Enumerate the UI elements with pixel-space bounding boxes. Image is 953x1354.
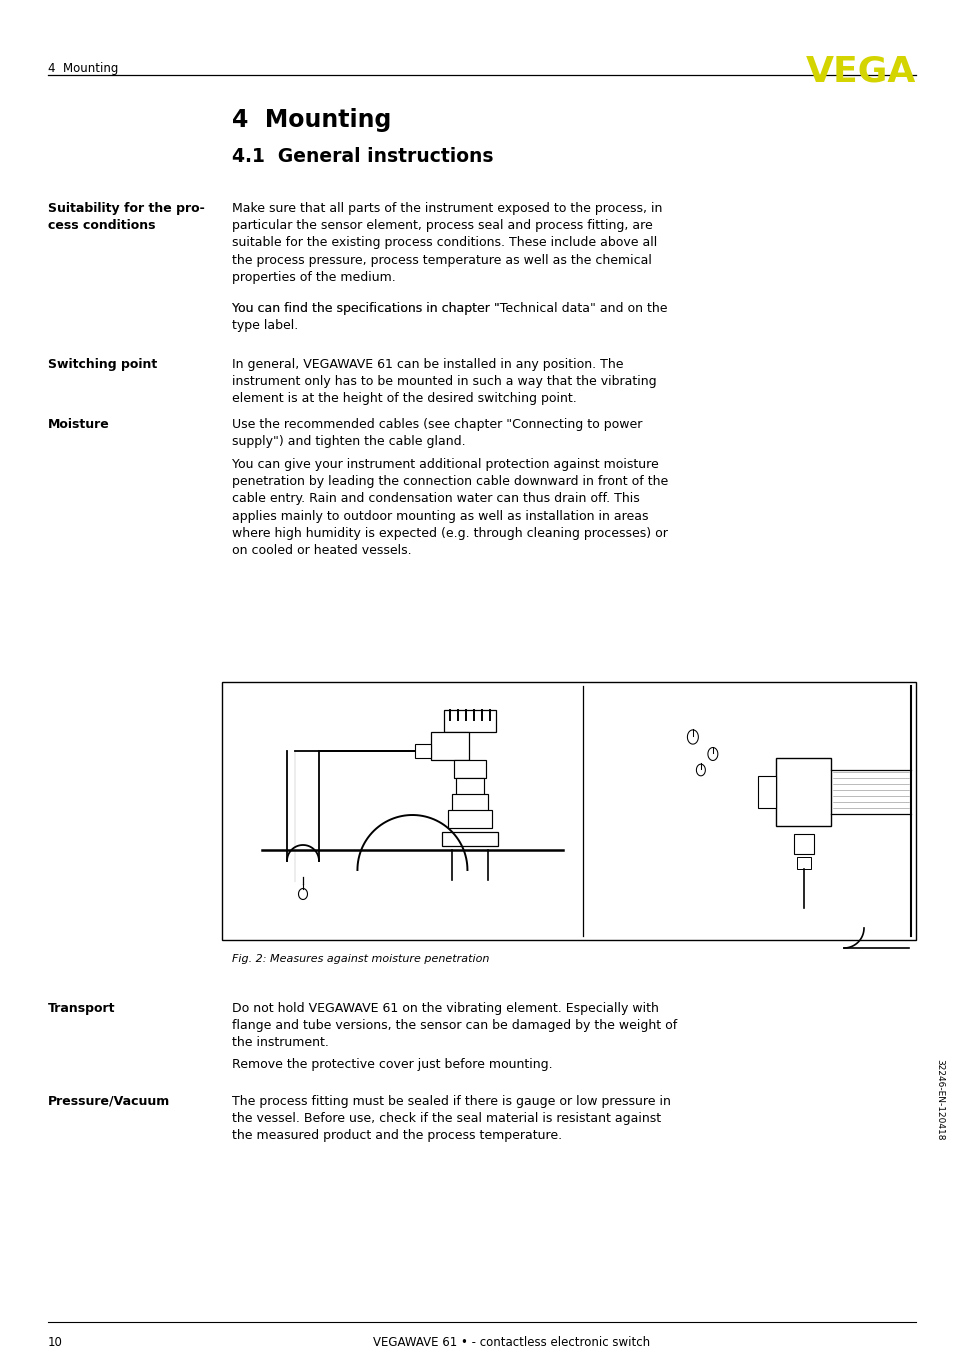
Text: 4  Mounting: 4 Mounting [232,108,391,131]
Text: 4.1  General instructions: 4.1 General instructions [232,148,493,167]
Bar [431,733,469,760]
Bar [448,810,492,829]
Text: 32246-EN-120418: 32246-EN-120418 [935,1059,943,1141]
Bar [441,831,497,846]
Text: Do not hold VEGAWAVE 61 on the vibrating element. Especially with
flange and tub: Do not hold VEGAWAVE 61 on the vibrating… [232,1002,677,1049]
Bar [443,709,496,733]
Bar [452,793,488,812]
Bar [796,857,810,869]
Text: VEGA: VEGA [804,54,915,88]
Text: You can find the specifications in chapter ": You can find the specifications in chapt… [232,302,499,315]
Text: You can give your instrument additional protection against moisture
penetration : You can give your instrument additional … [232,458,667,556]
Bar [222,682,915,940]
Bar [775,758,830,826]
Bar [456,779,483,796]
Text: You can find the specifications in chapter "​Technical data​" and on the
type la: You can find the specifications in chapt… [232,302,667,332]
Polygon shape [298,888,307,899]
Polygon shape [707,747,717,761]
Text: Switching point: Switching point [48,357,157,371]
Text: Suitability for the pro-
cess conditions: Suitability for the pro- cess conditions [48,202,205,232]
Bar [793,834,813,854]
Text: Pressure/Vacuum: Pressure/Vacuum [48,1095,170,1108]
Text: Use the recommended cables (see chapter "Connecting to power
supply") and tighte: Use the recommended cables (see chapter … [232,418,641,448]
Text: The process fitting must be sealed if there is gauge or low pressure in
the vess: The process fitting must be sealed if th… [232,1095,670,1143]
Polygon shape [696,764,704,776]
Text: Remove the protective cover just before mounting.: Remove the protective cover just before … [232,1057,552,1071]
Text: Moisture: Moisture [48,418,110,431]
Text: You can find the specifications in chapter "Technical data" and on the
type labe: You can find the specifications in chapt… [232,302,667,332]
Text: Make sure that all parts of the instrument exposed to the process, in
particular: Make sure that all parts of the instrume… [232,202,661,284]
Bar [454,760,485,779]
Bar [758,776,775,808]
Text: 10: 10 [48,1336,63,1349]
Text: Fig. 2: Measures against moisture penetration: Fig. 2: Measures against moisture penetr… [232,955,489,964]
Bar [415,743,431,758]
Polygon shape [687,730,698,745]
Text: Transport: Transport [48,1002,115,1016]
Text: 4  Mounting: 4 Mounting [48,62,118,74]
Text: VEGAWAVE 61 • - contactless electronic switch: VEGAWAVE 61 • - contactless electronic s… [373,1336,650,1349]
Text: In general, VEGAWAVE 61 can be installed in any position. The
instrument only ha: In general, VEGAWAVE 61 can be installed… [232,357,656,405]
